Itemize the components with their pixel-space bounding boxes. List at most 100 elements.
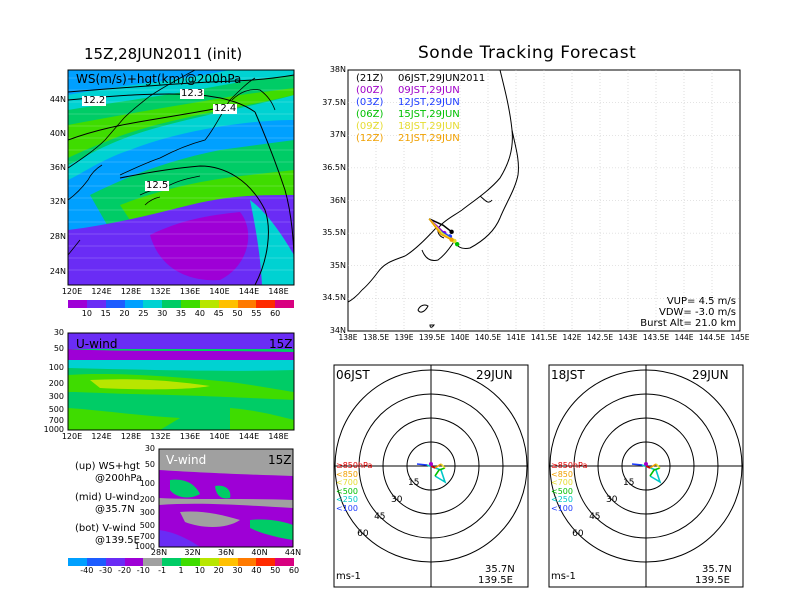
hodograph-trace [649,467,661,477]
level-legend-item: <700 [551,478,573,487]
launch-jst: 15JST,29JUN [398,109,460,120]
level-legend-item: <700 [336,478,358,487]
level-legend-item: <100 [336,503,358,513]
lon-tick-label: 138.5E [362,333,390,342]
note-line: (bot) V-wind [75,523,136,534]
vwind-label: V-wind [166,453,207,467]
level-legend-item: <500 [336,486,358,496]
hodo-left-lat: 35.7N [485,564,515,575]
launch-utc: (06Z) [356,109,384,120]
lon-tick-label: 143E [618,333,638,342]
hodograph-trace [416,463,428,466]
colorbar-swatch [68,300,88,308]
colorbar-swatch [124,300,144,308]
colorbar-tick-label: -20 [117,566,132,575]
hodograph-trace [649,463,657,469]
vwind-time: 15Z [268,453,292,467]
lon-tick-label: 140.5E [474,333,502,342]
lat-tick-label: 36N [329,195,346,205]
lon-tick-label: 148E [268,287,289,296]
lat-tick-label: 40N [49,129,66,138]
contour-label-2: 12.3 [180,88,205,99]
colorbar-swatch [199,300,220,308]
lon-tick-label: 140E [209,432,230,441]
colorbar-swatch [275,300,295,308]
launch-jst: 18JST,29JUN [398,121,460,132]
lon-tick-label: 132E [150,287,171,296]
track-line [428,218,452,241]
lon-tick-label: 145E [730,333,750,342]
hodograph-trace [655,463,661,469]
lon-tick-label: 128E [120,432,142,441]
level-tick-label: 50 [144,460,155,469]
hodograph-origin [429,462,433,466]
lat-tick-label: 28N [150,548,168,557]
launch-jst: 09JST,29JUN [398,85,460,96]
hodo-left-units: ms-1 [336,571,361,582]
note-line: @139.5E [95,535,140,546]
lat-tick-label: 44N [284,548,302,557]
colorbar-swatch [237,558,257,566]
lat-tick-label: 32N [49,197,66,206]
lon-tick-label: 124E [91,287,112,296]
colorbar-tick-label: 25 [138,309,149,318]
colorbar-tick-label: 50 [232,309,243,318]
note-line: @200hPa [95,473,143,484]
track-end-point [449,229,454,235]
lon-tick-label: 139.5E [418,333,446,342]
colorbar-tick-label: 40 [194,309,205,318]
hodo-right-units: ms-1 [551,571,576,582]
level-legend-item: <250 [336,495,358,504]
colorbar-swatch [256,300,276,308]
ring-label: 30 [606,494,618,505]
hodo-right-time: 18JST [551,368,585,382]
level-legend-item: ≥850hPa [336,461,373,470]
colorbar-tick-label: -40 [80,566,94,575]
contour-label-4: 12.5 [145,180,170,191]
ring-label: 30 [391,494,403,505]
lon-tick-label: 141E [506,333,526,342]
colorbar-swatch [124,558,144,566]
note-line: (mid) U-wind [75,492,140,503]
lon-tick-label: 136E [179,287,201,296]
lat-tick-label: 35N [329,260,346,270]
colorbar-tick-label: 10 [194,566,205,575]
param-line: Burst Alt= 21.0 km [640,318,736,329]
colorbar-swatch [162,300,182,308]
lon-tick-label: 140E [450,333,470,342]
note-line: (up) WS+hgt [75,461,140,472]
level-tick-label: 1000 [134,542,155,551]
lon-tick-label: 142E [562,333,582,342]
launch-utc: (00Z) [356,85,384,96]
colorbar-tick-label: -30 [99,566,113,575]
lon-tick-label: 132E [150,432,171,441]
lat-tick-label: 37.5N [322,97,346,107]
colorbar-tick-label: -1 [158,566,167,575]
colorbar-swatch [105,300,125,308]
lon-tick-label: 141.5E [530,333,558,342]
colorbar-swatch [162,558,182,566]
lon-tick-label: 144E [674,333,694,342]
lon-tick-label: 144.5E [698,333,726,342]
lat-tick-label: 28N [49,232,66,241]
colorbar-tick-label: 20 [119,309,130,318]
lon-tick-label: 142.5E [586,333,614,342]
ring-label: 15 [623,477,635,488]
uwind-time: 15Z [269,337,293,351]
lat-tick-label: 38N [329,65,346,74]
colorbar-tick-label: 55 [251,309,262,318]
level-tick-label: 200 [139,495,155,504]
lon-tick-label: 128E [120,287,142,296]
ring-label: 15 [408,477,420,488]
colorbar-tick-label: 40 [251,566,262,575]
colorbar-swatch [68,558,88,566]
level-tick-label: 100 [48,363,64,372]
lon-tick-label: 144E [238,432,260,441]
hodo-left-lon: 139.5E [478,575,513,586]
left-title: 15Z,28JUN2011 (init) [84,45,243,63]
lat-tick-label: 36.5N [322,162,346,172]
